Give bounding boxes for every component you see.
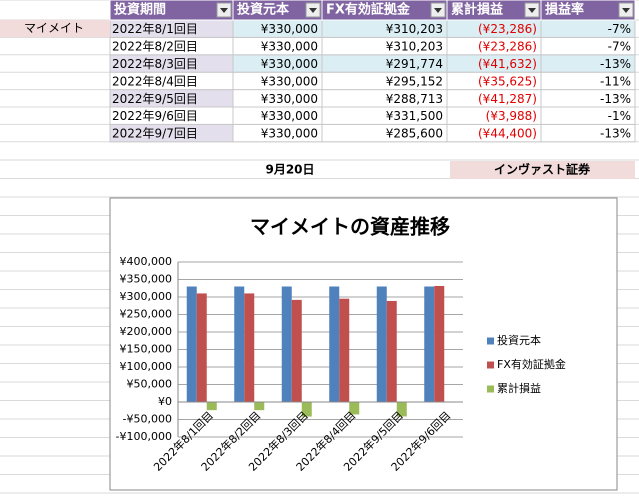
cell-text: ¥330,000 [261,22,318,36]
cell-text: (¥41,632) [478,57,537,71]
bar [281,286,292,402]
legend-label: FX有効証拠金 [497,357,566,371]
cell-text: -7% [608,40,631,54]
cell-text: -1% [608,109,631,123]
y-tick-label: ¥0 [158,395,172,408]
cell-text: 2022年9/6回目 [112,109,198,123]
cell-text: 2022年8/3回目 [112,57,198,71]
bar [339,298,350,402]
bar [206,402,217,411]
bar [196,293,207,402]
cell-text: ¥295,152 [386,74,443,88]
chart-frame [109,197,618,491]
y-tick-label: -¥100,000 [116,430,172,443]
cell-text: ¥291,774 [386,57,443,71]
y-tick-label: -¥50,000 [123,413,172,426]
cell-text: ¥310,203 [386,22,443,36]
filter-arrow [220,8,228,13]
bar [254,402,265,411]
cell-text: -13% [600,127,631,141]
cell-text: ¥285,600 [386,127,443,141]
legend-swatch [487,337,494,345]
cell-text: -7% [608,22,631,36]
bar [424,286,435,402]
bar [386,300,397,402]
cell-text: (¥3,988) [486,109,537,123]
cell-text: -13% [600,57,631,71]
bar [329,286,340,402]
filter-arrow [528,8,536,13]
header-text: 投資期間 [114,2,166,18]
cell-text: ¥330,000 [261,127,318,141]
bar [396,402,407,417]
cell-text: 2022年9/5回目 [112,92,198,106]
cell-text: ¥330,000 [261,40,318,54]
chart-title: マイメイトの資産推移 [250,215,450,239]
cell-text: -13% [600,92,631,106]
bar [234,286,245,402]
label-cell [0,20,110,37]
cell-text: ¥330,000 [261,109,318,123]
y-tick-label: ¥50,000 [127,378,173,391]
cell-text: (¥35,625) [478,74,537,88]
legend-label: 累計損益 [497,381,541,395]
bar [349,402,360,415]
cell-text: (¥44,400) [478,127,537,141]
legend-swatch [487,361,494,369]
cell-text: ¥330,000 [261,74,318,88]
cell-text: (¥23,286) [478,40,537,54]
cell-text: ¥330,000 [261,92,318,106]
cell-text: ¥288,713 [386,92,443,106]
y-tick-label: ¥200,000 [120,325,173,338]
header-cell [540,0,636,21]
header-text: 損益率 [545,2,584,18]
y-tick-label: ¥100,000 [120,360,173,373]
bar [434,285,445,402]
filter-arrow [309,8,317,13]
header-text: FX有効証拠金 [326,2,411,18]
cell-text: -11% [600,74,631,88]
y-tick-label: ¥400,000 [120,255,173,268]
cell-text: 2022年8/4回目 [112,74,198,88]
bar [244,293,255,402]
bar [186,286,197,402]
broker-label: インヴァスト証券 [494,162,591,177]
broker-cell [450,161,635,179]
y-tick-label: ¥250,000 [120,308,173,321]
y-tick-label: ¥350,000 [120,273,173,286]
account-label: マイメイト [24,21,84,35]
filter-arrow [434,8,442,13]
bar [376,286,387,402]
cell-text: ¥330,000 [261,57,318,71]
header-text: 累計損益 [451,2,503,18]
cell-text: 2022年8/2回目 [112,40,198,54]
date-label: 9月20日 [265,163,314,177]
cell-text: 2022年9/7回目 [112,127,198,141]
cell-text: ¥310,203 [386,40,443,54]
y-tick-label: ¥150,000 [120,343,173,356]
cell-text: 2022年8/1回目 [112,22,198,36]
legend-swatch [487,385,494,393]
bar [301,402,312,417]
cell-text: ¥331,500 [386,109,443,123]
legend-label: 投資元本 [497,333,541,347]
bar [291,299,302,402]
cell-text: (¥41,287) [478,92,537,106]
cell-text: (¥23,286) [478,22,537,36]
filter-arrow [622,8,630,13]
header-text: 投資元本 [237,2,289,18]
y-tick-label: ¥300,000 [120,290,173,303]
